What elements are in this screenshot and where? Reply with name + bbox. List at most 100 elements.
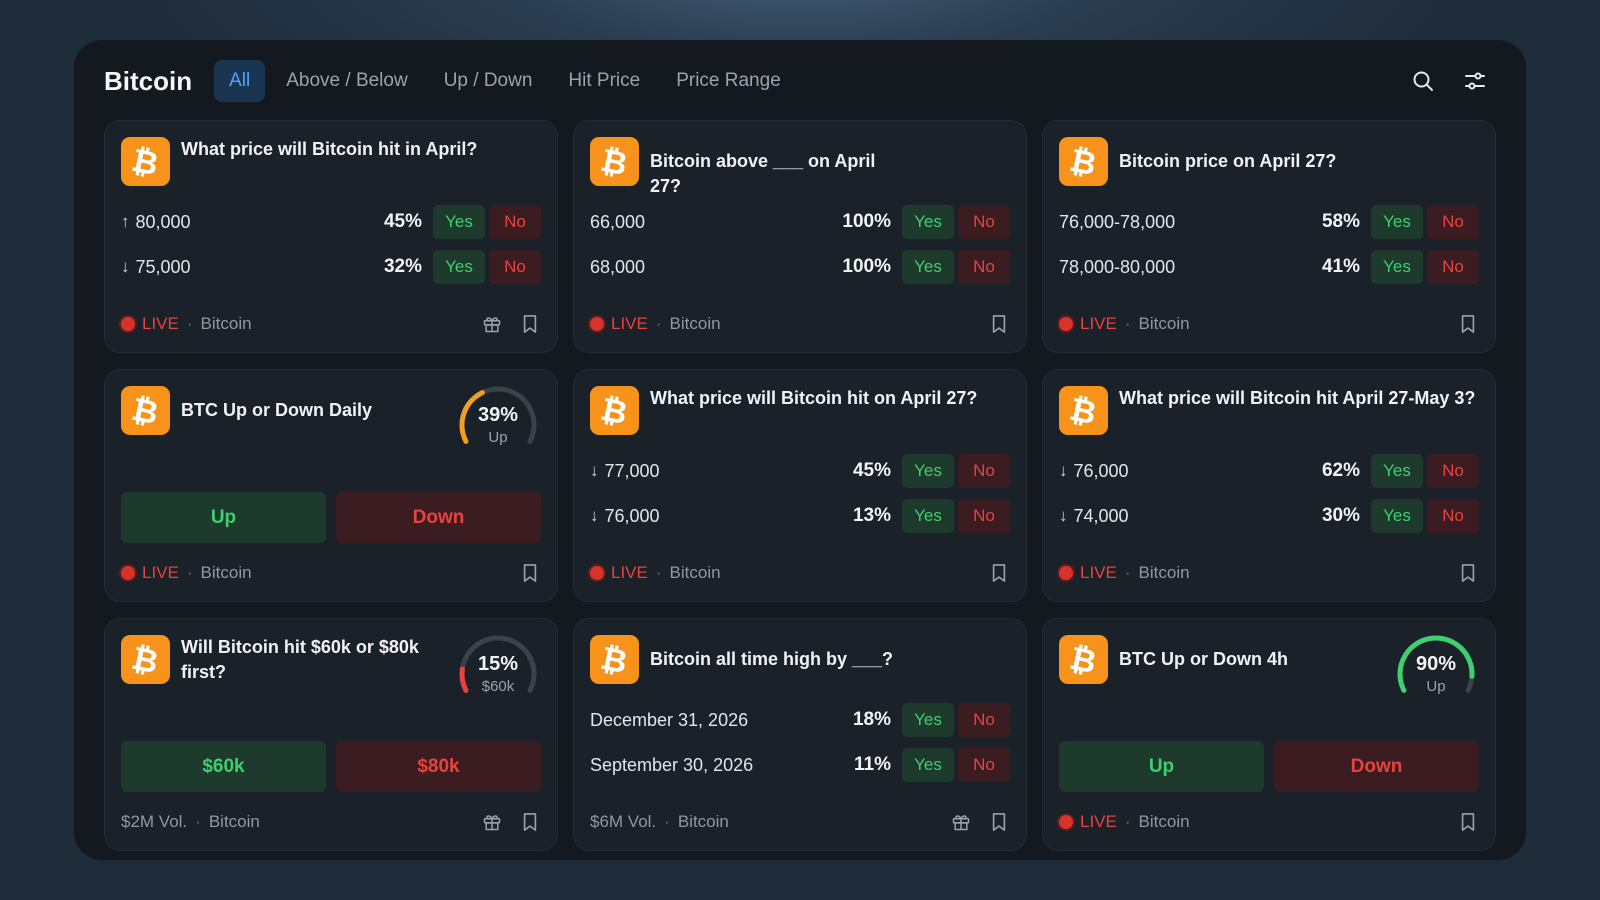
no-button[interactable]: No: [1427, 250, 1479, 284]
yes-button[interactable]: Yes: [902, 499, 954, 533]
tab-price-range[interactable]: Price Range: [676, 70, 781, 91]
no-button[interactable]: No: [958, 703, 1010, 737]
outcome-buttons: Up Down: [1059, 741, 1479, 792]
yes-button[interactable]: Yes: [1371, 454, 1423, 488]
market-title[interactable]: Bitcoin price on April 27?: [1119, 151, 1337, 171]
yes-button[interactable]: Yes: [902, 703, 954, 737]
gift-icon[interactable]: [481, 811, 503, 833]
bookmark-icon[interactable]: [1457, 313, 1479, 335]
separator: ·: [195, 812, 201, 831]
no-button[interactable]: No: [958, 499, 1010, 533]
live-badge: LIVE: [1080, 812, 1117, 831]
buy-first-outcome-button[interactable]: $60k: [121, 741, 326, 792]
no-button[interactable]: No: [958, 205, 1010, 239]
category-label[interactable]: Bitcoin: [677, 812, 729, 831]
yes-button[interactable]: Yes: [1371, 250, 1423, 284]
category-label[interactable]: Bitcoin: [669, 314, 721, 333]
market-card[interactable]: ₿ Bitcoin above ___ on April 27? 66,000 100…: [573, 120, 1027, 353]
market-card[interactable]: ₿ What price will Bitcoin hit on April 27…: [573, 369, 1027, 602]
category-label[interactable]: Bitcoin: [208, 812, 260, 831]
market-title[interactable]: What price will Bitcoin hit on April 27?: [650, 388, 978, 408]
market-card[interactable]: ₿ Bitcoin price on April 27? 76,000-78,000…: [1042, 120, 1496, 353]
no-button[interactable]: No: [1427, 499, 1479, 533]
yes-button[interactable]: Yes: [1371, 499, 1423, 533]
tab-all[interactable]: All: [214, 60, 266, 102]
bookmark-icon[interactable]: [988, 811, 1010, 833]
market-title[interactable]: What price will Bitcoin hit April 27-May…: [1119, 388, 1476, 408]
yes-button[interactable]: Yes: [902, 250, 954, 284]
buy-second-outcome-button[interactable]: Down: [1274, 741, 1479, 792]
no-button[interactable]: No: [489, 205, 541, 239]
bookmark-icon[interactable]: [519, 313, 541, 335]
yes-button[interactable]: Yes: [1371, 205, 1423, 239]
category-label[interactable]: Bitcoin: [669, 563, 721, 582]
gauge-outcome: Up: [488, 429, 508, 446]
market-grid: ₿ What price will Bitcoin hit in April? ↑ 8…: [104, 120, 1496, 851]
outcome-probability: 13%: [852, 505, 891, 526]
yes-button[interactable]: Yes: [902, 454, 954, 488]
category-label[interactable]: Bitcoin: [200, 563, 252, 582]
market-card[interactable]: ₿ BTC Up or Down Daily 39% Up Up Down LIVE · Bit…: [104, 369, 558, 602]
market-title[interactable]: BTC Up or Down Daily: [181, 400, 373, 420]
outcome-label: ↓ 77,000: [590, 461, 853, 482]
arrow-down-icon: ↓: [121, 257, 130, 276]
outcome-value: December 31, 2026: [590, 709, 749, 730]
outcome-row: September 30, 2026 11% Yes No: [590, 748, 1010, 782]
buy-second-outcome-button[interactable]: $80k: [336, 741, 541, 792]
page-title: Bitcoin: [104, 65, 193, 96]
market-card[interactable]: ₿ Bitcoin all time high by ___? December 3…: [573, 618, 1027, 851]
tab-up-down[interactable]: Up / Down: [443, 70, 533, 91]
gauge-percentage: 15%: [477, 653, 519, 675]
outcome-label: December 31, 2026: [590, 710, 853, 731]
yes-button[interactable]: Yes: [433, 205, 485, 239]
category-label[interactable]: Bitcoin: [1138, 314, 1190, 333]
market-title[interactable]: Bitcoin above ___ on April 27?: [650, 151, 876, 196]
no-button[interactable]: No: [958, 454, 1010, 488]
card-header: ₿ Bitcoin above ___ on April 27?: [590, 137, 1010, 199]
bookmark-icon[interactable]: [519, 811, 541, 833]
tab-above-below[interactable]: Above / Below: [286, 70, 408, 91]
market-title[interactable]: Bitcoin all time high by ___?: [650, 649, 894, 669]
category-label[interactable]: Bitcoin: [1138, 812, 1190, 831]
gift-icon[interactable]: [950, 811, 972, 833]
search-icon[interactable]: [1410, 68, 1436, 94]
no-button[interactable]: No: [1427, 205, 1479, 239]
buy-first-outcome-button[interactable]: Up: [121, 492, 326, 543]
no-button[interactable]: No: [489, 250, 541, 284]
bookmark-icon[interactable]: [988, 313, 1010, 335]
outcome-label: ↓ 76,000: [590, 506, 853, 527]
card-actions: [988, 313, 1010, 335]
outcome-list: 66,000 100% Yes No 68,000 100% Yes No: [590, 205, 1010, 295]
buy-first-outcome-button[interactable]: Up: [1059, 741, 1264, 792]
market-card[interactable]: ₿ What price will Bitcoin hit April 27-Ma…: [1042, 369, 1496, 602]
card-actions: [950, 811, 1010, 833]
yes-button[interactable]: Yes: [902, 748, 954, 782]
bookmark-icon[interactable]: [1457, 562, 1479, 584]
market-title[interactable]: What price will Bitcoin hit in April?: [181, 139, 478, 159]
no-button[interactable]: No: [958, 748, 1010, 782]
market-card[interactable]: ₿ What price will Bitcoin hit in April? ↑ 8…: [104, 120, 558, 353]
market-card[interactable]: ₿ Will Bitcoin hit $60k or $80k first? 15%…: [104, 618, 558, 851]
bookmark-icon[interactable]: [1457, 811, 1479, 833]
tab-hit-price[interactable]: Hit Price: [568, 70, 641, 91]
category-label[interactable]: Bitcoin: [1138, 563, 1190, 582]
market-title[interactable]: Will Bitcoin hit $60k or $80k first?: [181, 637, 419, 682]
outcome-label: ↑ 80,000: [121, 212, 384, 233]
no-button[interactable]: No: [958, 250, 1010, 284]
buy-second-outcome-button[interactable]: Down: [336, 492, 541, 543]
gift-icon[interactable]: [481, 313, 503, 335]
market-card[interactable]: ₿ BTC Up or Down 4h 90% Up Up Down LIVE · Bitcoi…: [1042, 618, 1496, 851]
outcome-label: 68,000: [590, 257, 842, 278]
bookmark-icon[interactable]: [519, 562, 541, 584]
no-button[interactable]: No: [1427, 454, 1479, 488]
sliders-icon[interactable]: [1462, 68, 1488, 94]
bitcoin-glyph: ₿: [128, 638, 163, 681]
yes-button[interactable]: Yes: [433, 250, 485, 284]
bookmark-icon[interactable]: [988, 562, 1010, 584]
yes-button[interactable]: Yes: [902, 205, 954, 239]
card-header: ₿ BTC Up or Down 4h: [1059, 635, 1479, 684]
market-title[interactable]: BTC Up or Down 4h: [1119, 649, 1288, 669]
outcome-row: ↓ 74,000 30% Yes No: [1059, 499, 1479, 533]
outcome-row: 68,000 100% Yes No: [590, 250, 1010, 284]
category-label[interactable]: Bitcoin: [200, 314, 252, 333]
